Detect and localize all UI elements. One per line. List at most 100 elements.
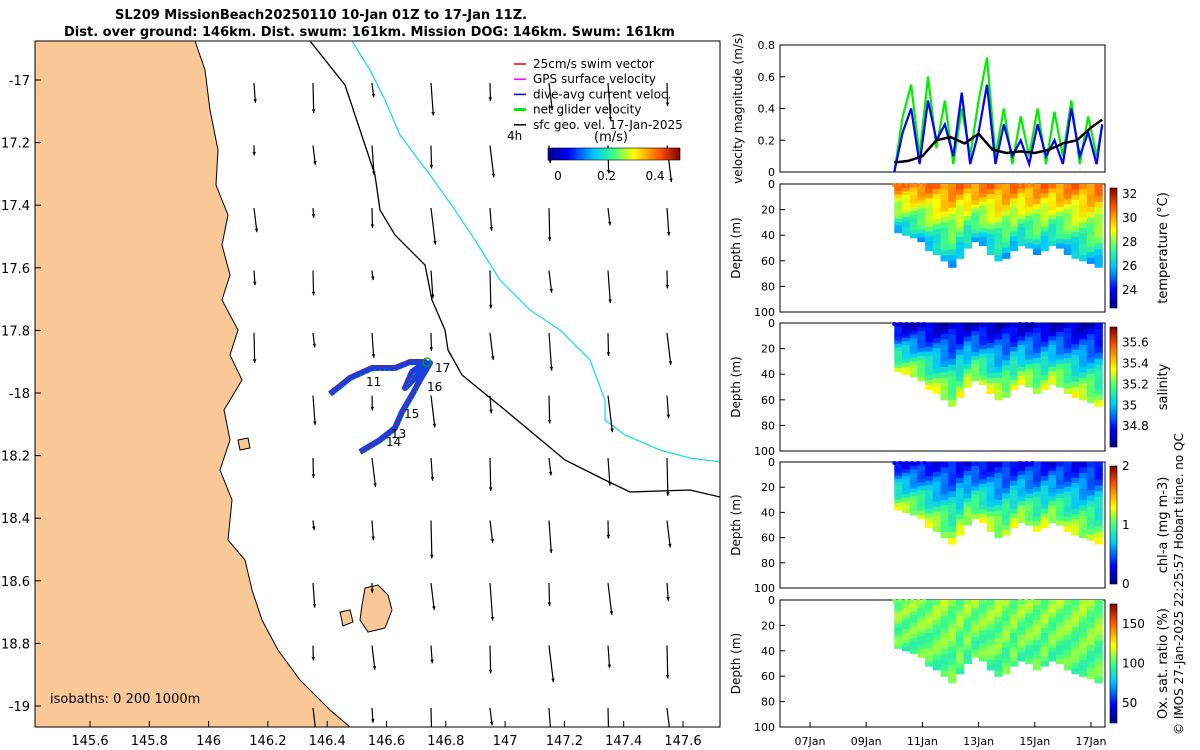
heatmap-cell <box>1094 670 1103 678</box>
heatmap-cell <box>909 499 919 505</box>
heatmap-cell <box>909 473 919 478</box>
heatmap-cell <box>948 370 957 378</box>
heatmap-cell <box>1094 237 1103 245</box>
heatmap-cell <box>948 189 957 197</box>
heatmap-cell <box>971 192 980 197</box>
heatmap-cell <box>1017 492 1026 498</box>
heatmap-cell <box>986 194 996 200</box>
heatmap-cell <box>1017 479 1026 485</box>
heatmap-cell <box>1079 323 1088 330</box>
heatmap-cell <box>940 627 949 634</box>
heatmap-cell <box>932 219 942 225</box>
heatmap-cell <box>1071 328 1080 335</box>
heatmap-cell <box>971 616 980 622</box>
heatmap-cell <box>1063 343 1073 349</box>
heatmap-cell <box>1071 524 1080 531</box>
geo-velocity-arrowhead <box>610 428 614 433</box>
heatmap-cell <box>902 465 911 470</box>
heatmap-cell <box>1040 365 1049 372</box>
heatmap-cell <box>1025 364 1034 370</box>
heatmap-cell <box>963 345 972 352</box>
heatmap-cell <box>979 474 988 480</box>
heatmap-cell <box>986 609 996 616</box>
heatmap-cell <box>940 394 949 401</box>
heatmap-cell <box>902 337 911 342</box>
heatmap-cell <box>979 236 988 242</box>
geo-velocity-arrowhead <box>606 169 611 174</box>
heatmap-cell <box>979 647 988 653</box>
geo-velocity-arrow <box>666 645 669 679</box>
heatmap-cell <box>1040 370 1049 376</box>
heatmap-cell <box>1040 518 1049 524</box>
heatmap-cell <box>979 487 988 493</box>
map-y-tick-label: -17 <box>9 74 30 89</box>
heatmap-cell <box>932 634 942 641</box>
heatmap-cell <box>1017 470 1026 476</box>
geo-velocity-arrowhead <box>489 721 494 726</box>
heatmap-cell <box>1094 664 1103 672</box>
heatmap-cell <box>1056 516 1065 522</box>
heatmap-cell <box>1009 323 1019 329</box>
depth-tick: 0 <box>768 178 775 191</box>
heatmap-cell <box>1040 327 1049 334</box>
heatmap-cell <box>1079 494 1088 501</box>
heatmap-cell <box>955 370 965 377</box>
heatmap-cell <box>1063 600 1073 606</box>
heatmap-cell <box>971 237 980 243</box>
heatmap-cell <box>1063 654 1073 661</box>
heatmap-cell <box>1079 605 1088 612</box>
heatmap-cell <box>1009 203 1019 209</box>
heatmap-cell <box>955 493 965 500</box>
heatmap-cell <box>1079 621 1088 628</box>
heatmap-cell <box>909 465 919 471</box>
heatmap-cell <box>1032 496 1042 503</box>
heatmap-cell <box>1017 617 1026 623</box>
heatmap-cell <box>1025 511 1034 517</box>
heatmap-cell <box>1071 493 1080 500</box>
heatmap-cell <box>1025 355 1034 361</box>
heatmap-cell <box>917 604 926 609</box>
surface-sample <box>898 461 903 465</box>
heatmap-cell <box>925 323 934 329</box>
heatmap-cell <box>1032 604 1042 611</box>
heatmap-cell <box>940 600 949 607</box>
heatmap-cell <box>963 206 972 213</box>
heatmap-cell <box>1056 484 1065 490</box>
heatmap-cell <box>979 223 988 229</box>
geo-velocity-arrow <box>548 520 552 554</box>
title-line-1: SL209 MissionBeach20250110 10-Jan 01Z to… <box>115 8 528 23</box>
heatmap-cell <box>932 466 942 473</box>
heatmap-cell <box>986 383 996 389</box>
heatmap-cell <box>1009 365 1019 372</box>
heatmap-cell <box>1056 511 1065 517</box>
geo-velocity-arrowhead <box>609 611 614 615</box>
geo-velocity-arrowhead <box>668 543 672 548</box>
heatmap-cell <box>994 238 1003 245</box>
heatmap-cell <box>1063 644 1073 651</box>
heatmap-cell <box>894 644 903 649</box>
heatmap-cell <box>902 227 911 233</box>
heatmap-cell <box>1056 243 1065 249</box>
heatmap-cell <box>940 388 949 395</box>
heatmap-cell <box>1009 480 1019 486</box>
heatmap-cell <box>948 340 957 348</box>
heatmap-cell <box>1048 362 1057 368</box>
heatmap-cell <box>925 327 934 334</box>
heatmap-cell <box>971 360 980 365</box>
geo-velocity-arrowhead <box>547 419 552 424</box>
heatmap-cell <box>894 347 903 352</box>
heatmap-cell <box>1009 184 1019 190</box>
heatmap-cell <box>1079 222 1088 229</box>
geo-velocity-arrowhead <box>666 414 671 419</box>
heatmap-cell <box>955 242 965 249</box>
heatmap-cell <box>1017 613 1026 619</box>
surface-sample <box>1030 183 1035 187</box>
geo-velocity-arrow <box>489 520 494 543</box>
surface-sample <box>1018 461 1023 465</box>
heatmap-cell <box>986 184 996 190</box>
heatmap-cell <box>902 184 911 189</box>
heatmap-cell <box>894 184 903 189</box>
heatmap-cell <box>917 339 926 345</box>
heatmap-cell <box>1025 658 1034 665</box>
heatmap-cell <box>1025 489 1034 495</box>
